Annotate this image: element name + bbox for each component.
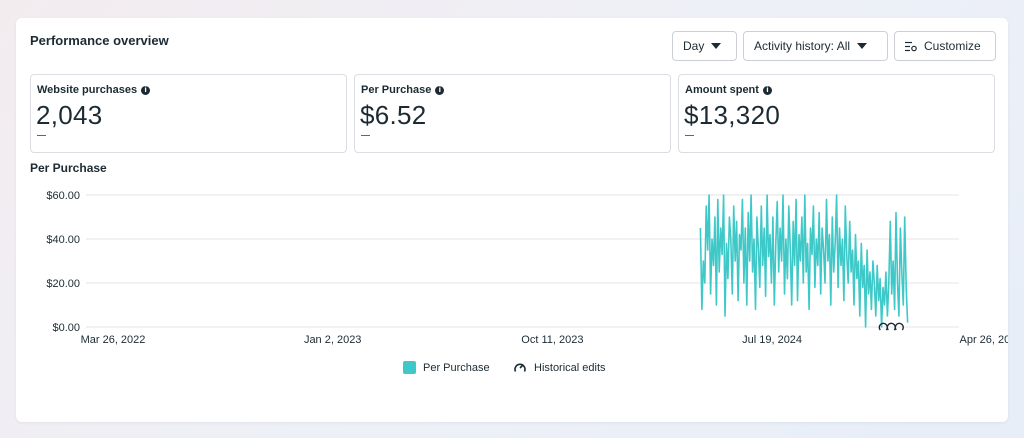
- caret-down-icon: [857, 43, 868, 49]
- x-tick-label: Apr 26, 2025: [960, 334, 1009, 346]
- metric-delta: [37, 135, 46, 136]
- y-tick-label: $0.00: [52, 322, 80, 334]
- y-tick-label: $60.00: [46, 190, 80, 202]
- metric-label-wrap: Amount spent i: [685, 84, 772, 96]
- historical-edits-marker: [878, 322, 904, 331]
- x-tick-label: Oct 11, 2023: [521, 334, 583, 346]
- day-dropdown[interactable]: Day: [672, 31, 737, 61]
- activity-history-dropdown[interactable]: Activity history: All: [743, 31, 888, 61]
- caret-down-icon: [711, 43, 722, 49]
- metric-label-wrap: Per Purchase i: [361, 84, 445, 96]
- historical-edits-icon: [514, 363, 526, 372]
- metric-value: $6.52: [360, 100, 427, 130]
- customize-label: Customize: [924, 39, 981, 53]
- activity-history-label: Activity history: All: [754, 39, 851, 53]
- x-tick-label: Jan 2, 2023: [304, 334, 362, 346]
- customize-columns-icon: [905, 41, 917, 51]
- series-line-per-purchase: [699, 194, 909, 328]
- legend-per-purchase[interactable]: Per Purchase: [403, 361, 490, 374]
- metric-amount-spent[interactable]: Amount spent i $13,320: [678, 74, 995, 153]
- performance-overview-card: Performance overview Day Activity histor…: [16, 18, 1008, 422]
- metric-label: Website purchases: [37, 84, 138, 96]
- legend-edits-label: Historical edits: [534, 362, 606, 374]
- day-dropdown-label: Day: [683, 39, 705, 53]
- legend-series-label: Per Purchase: [423, 361, 490, 374]
- info-icon[interactable]: i: [762, 85, 772, 95]
- metric-value: $13,320: [684, 100, 781, 130]
- page-title: Performance overview: [30, 33, 169, 48]
- metric-label: Amount spent: [685, 84, 759, 96]
- historical-edit-icon[interactable]: [894, 322, 904, 331]
- chart-title: Per Purchase: [30, 161, 107, 175]
- metric-per-purchase[interactable]: Per Purchase i $6.52: [354, 74, 671, 153]
- y-tick-label: $40.00: [46, 234, 80, 246]
- legend-swatch: [403, 361, 416, 374]
- x-tick-label: Jul 19, 2024: [742, 334, 802, 346]
- metric-label-wrap: Website purchases i: [37, 84, 151, 96]
- per-purchase-chart[interactable]: $0.00 $20.00 $40.00 $60.00 Mar 26, 2022 Jan 2…: [16, 18, 1008, 358]
- y-tick-label: $20.00: [46, 278, 80, 290]
- metric-delta: [361, 135, 370, 136]
- info-icon[interactable]: i: [435, 85, 445, 95]
- metric-delta: [685, 135, 694, 136]
- info-icon[interactable]: i: [141, 85, 151, 95]
- customize-button[interactable]: Customize: [894, 31, 996, 61]
- metric-label: Per Purchase: [361, 84, 432, 96]
- metric-value: 2,043: [36, 100, 103, 130]
- legend-historical-edits[interactable]: Historical edits: [513, 361, 606, 375]
- metric-website-purchases[interactable]: Website purchases i 2,043: [30, 74, 347, 153]
- x-tick-label: Mar 26, 2022: [81, 334, 146, 346]
